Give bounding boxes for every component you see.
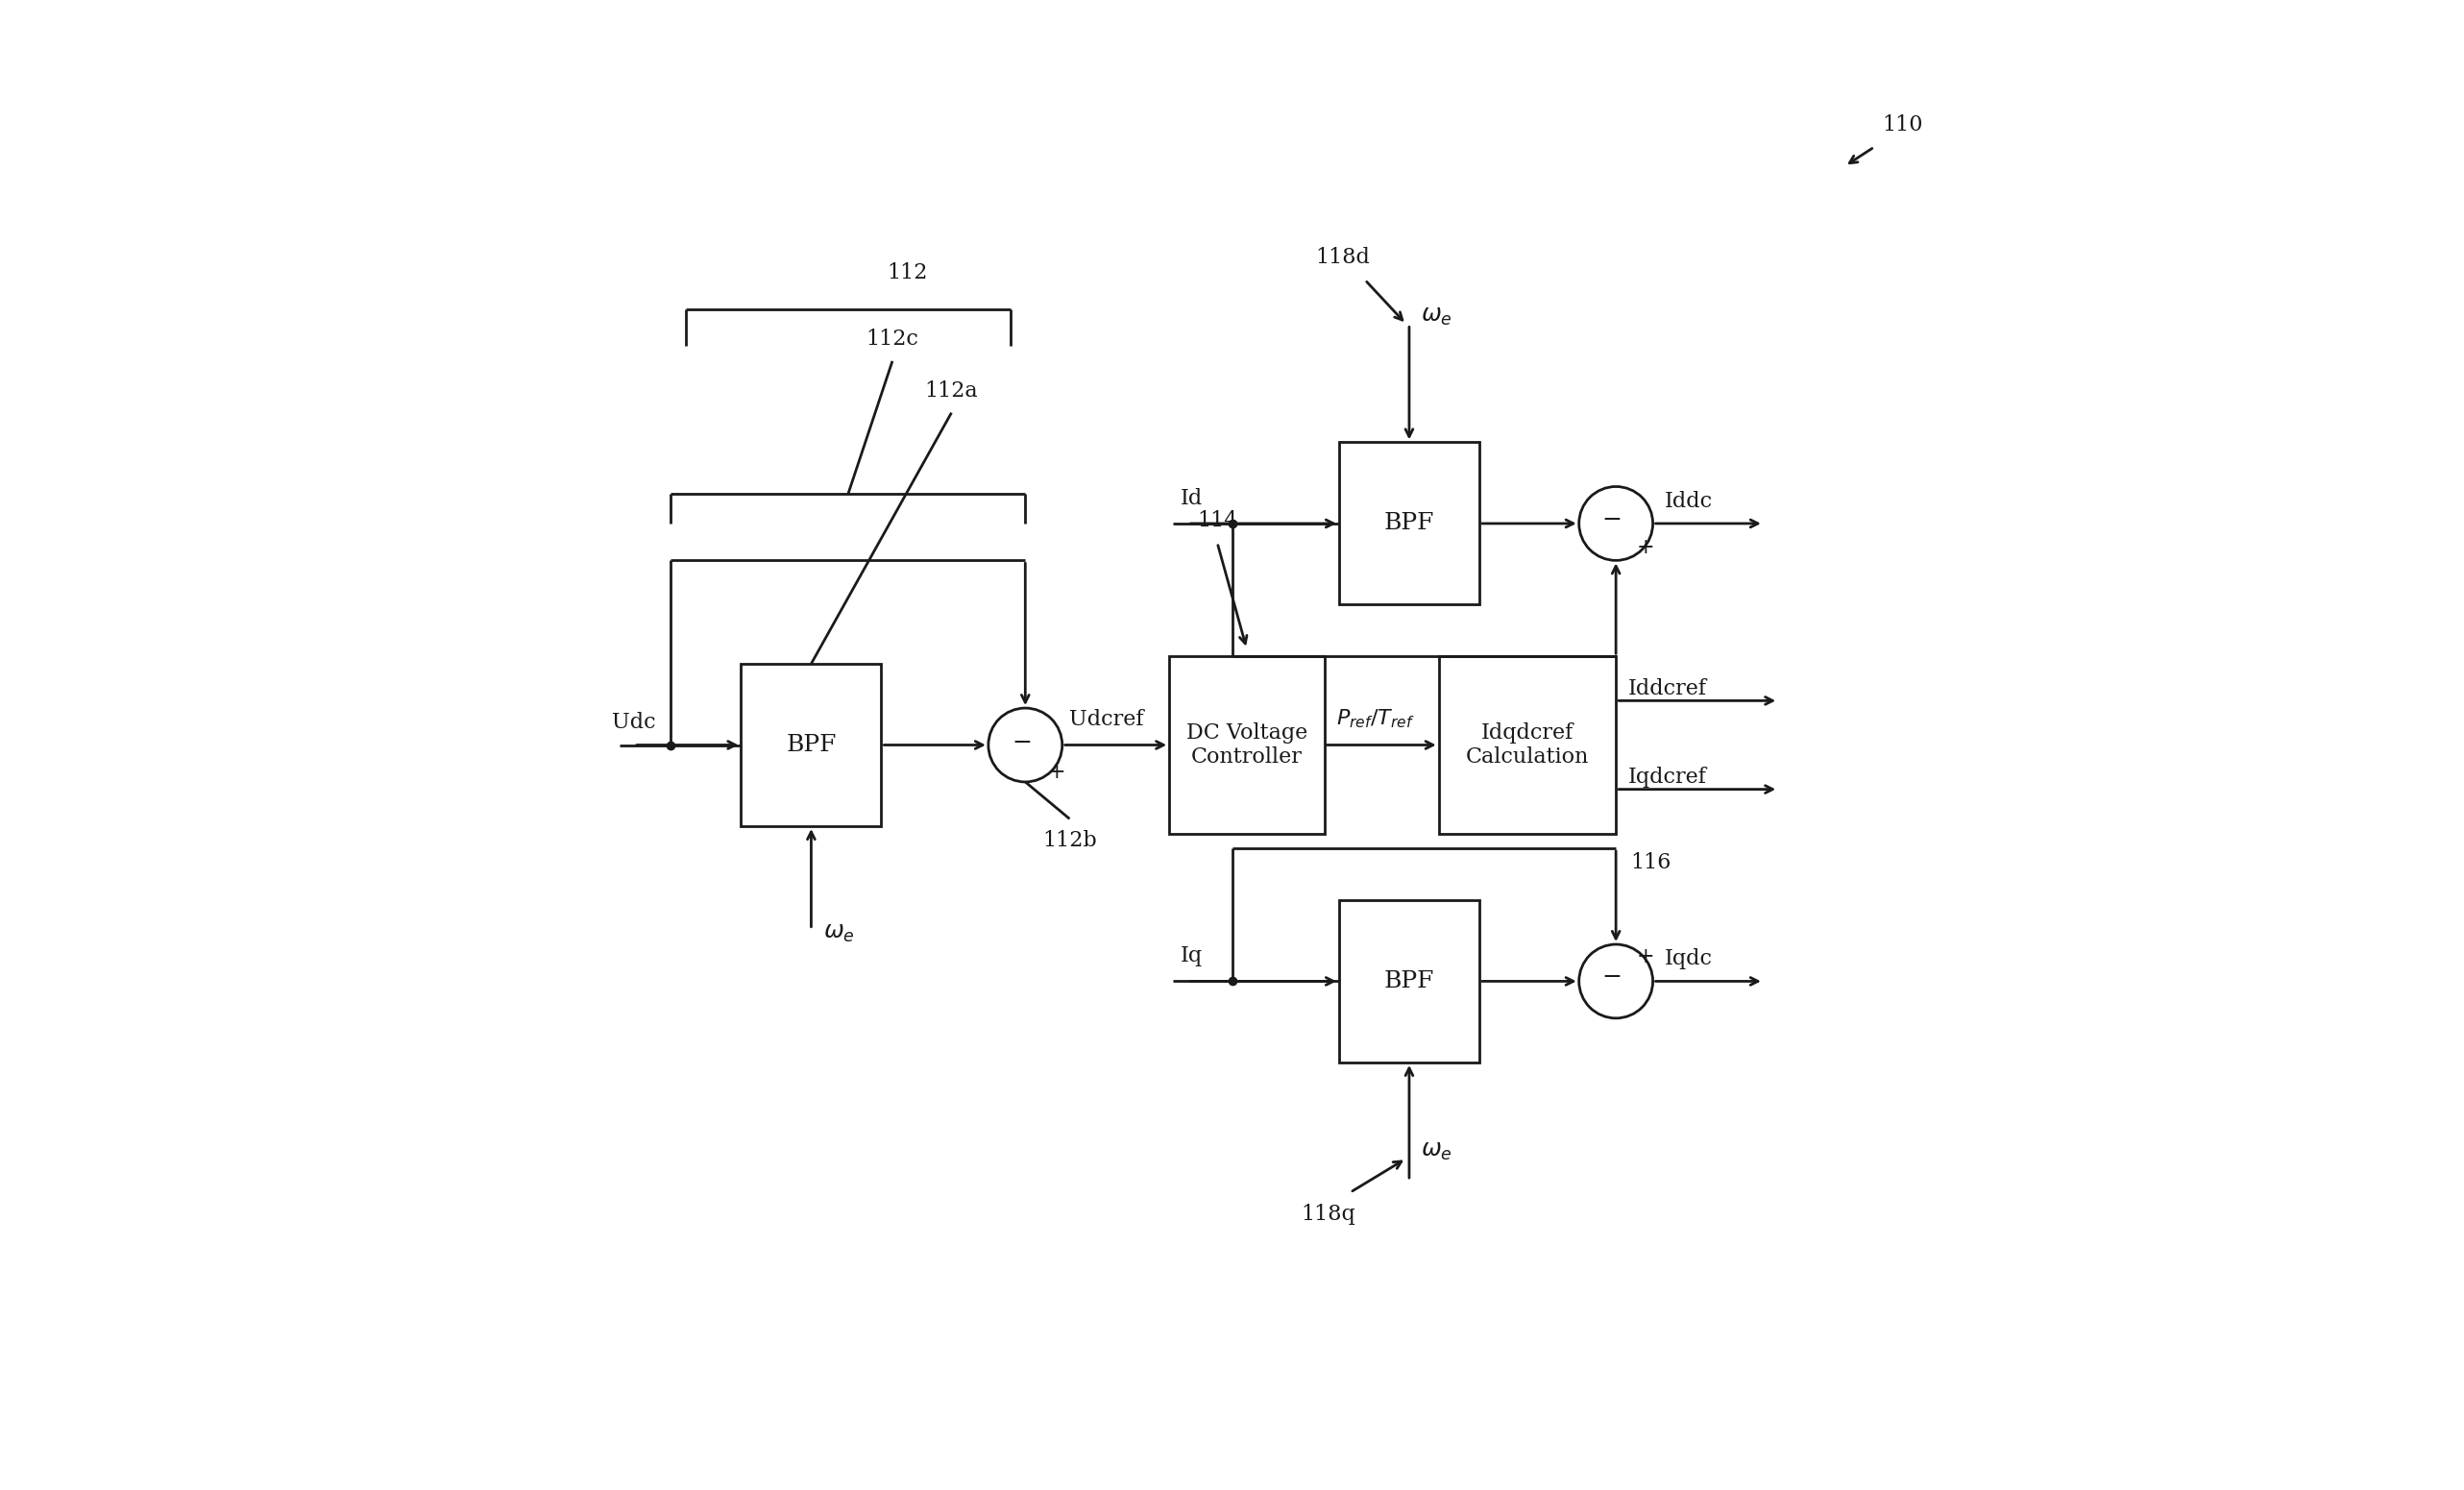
Text: −: − xyxy=(1602,967,1621,989)
Text: $\omega_e$: $\omega_e$ xyxy=(823,922,855,945)
Text: Idqdcref
Calculation: Idqdcref Calculation xyxy=(1466,723,1589,767)
Text: Id: Id xyxy=(1180,487,1202,508)
Text: +: + xyxy=(1636,536,1653,559)
Text: −: − xyxy=(1602,508,1621,530)
Text: 112: 112 xyxy=(887,262,926,283)
Text: Iddcref: Iddcref xyxy=(1629,678,1708,699)
Text: Udc: Udc xyxy=(611,712,655,733)
Text: Iqdc: Iqdc xyxy=(1666,948,1712,970)
Bar xyxy=(1439,657,1616,833)
Text: 112b: 112b xyxy=(1042,830,1096,852)
Text: +: + xyxy=(1047,761,1064,784)
Text: $P_{ref}/T_{ref}$: $P_{ref}/T_{ref}$ xyxy=(1335,708,1414,730)
Text: 112c: 112c xyxy=(865,328,919,350)
Bar xyxy=(1338,900,1478,1062)
Text: Iddc: Iddc xyxy=(1666,490,1712,511)
Text: Iq: Iq xyxy=(1180,945,1202,967)
Bar xyxy=(1170,657,1323,833)
Text: +: + xyxy=(1636,946,1653,968)
Text: 114: 114 xyxy=(1198,510,1237,530)
Text: BPF: BPF xyxy=(1385,970,1434,992)
Text: Udcref: Udcref xyxy=(1069,709,1143,730)
Text: $\omega_e$: $\omega_e$ xyxy=(1422,305,1454,328)
Text: $\omega_e$: $\omega_e$ xyxy=(1422,1140,1454,1162)
Text: Iqdcref: Iqdcref xyxy=(1629,767,1708,788)
Bar xyxy=(742,663,882,827)
Text: BPF: BPF xyxy=(1385,513,1434,535)
Text: DC Voltage
Controller: DC Voltage Controller xyxy=(1185,723,1308,767)
Text: BPF: BPF xyxy=(786,735,835,755)
Text: 118q: 118q xyxy=(1301,1204,1355,1225)
Text: 110: 110 xyxy=(1882,115,1922,136)
Text: 112a: 112a xyxy=(924,380,978,401)
Text: 118d: 118d xyxy=(1316,247,1370,268)
Bar xyxy=(1338,443,1478,605)
Text: −: − xyxy=(1013,732,1032,754)
Text: 116: 116 xyxy=(1631,852,1671,873)
